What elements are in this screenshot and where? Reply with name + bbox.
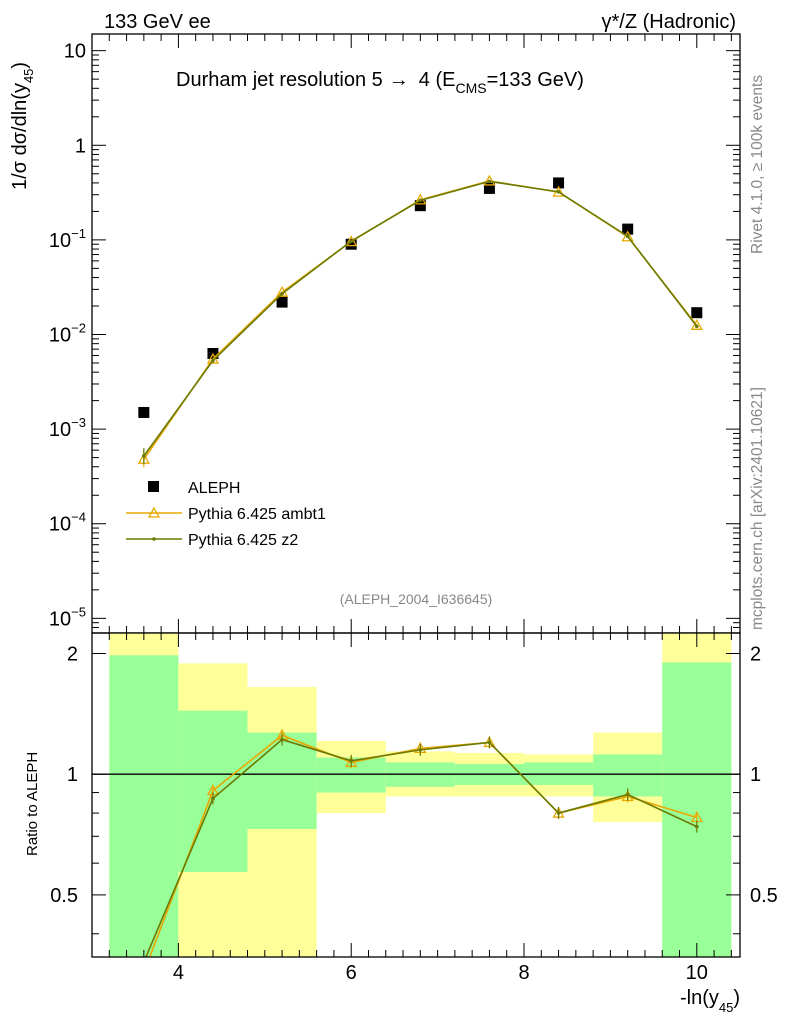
ratio-tick-label-left: 0.5	[50, 885, 78, 907]
ratio-panel: 4 6 8 10 0.5 0.5 1 1 2 2	[50, 632, 778, 984]
y-tick-label: 10−3	[49, 415, 86, 441]
ratio-point-1-7	[625, 792, 630, 797]
ratio-y-axis-label: Ratio to ALEPH	[24, 752, 41, 856]
ratio-tick-label-right: 2	[750, 644, 761, 666]
mc-point-2-4	[418, 198, 423, 203]
y-tick-label: 1	[75, 135, 86, 157]
data-point-4	[414, 200, 426, 212]
y-tick-base: 10	[49, 230, 71, 252]
ratio-point-1-4	[418, 748, 423, 752]
header-process-label: γ*/Z (Hadronic)	[602, 11, 736, 33]
mc-point-2-5	[487, 179, 492, 184]
main-curves	[137, 174, 703, 468]
data-point-6	[553, 177, 565, 189]
y-tick-label: 10−5	[49, 604, 86, 630]
rivet-version-label: Rivet 4.1.0, ≥ 100k events	[749, 75, 766, 254]
ratio-point-1-5	[487, 740, 492, 745]
data-point-5	[483, 182, 495, 194]
legend-label: Pythia 6.425 ambt1	[188, 506, 326, 523]
ratio-point-1-1	[211, 796, 215, 801]
mc-point-2-3	[349, 239, 354, 243]
ratio-point-1-8	[695, 824, 699, 829]
x-label-main: -ln(y	[680, 987, 719, 1009]
analysis-id: (ALEPH_2004_I636645)	[340, 591, 493, 607]
main-y-label-sub: 45	[21, 69, 36, 83]
mc-point-2-7	[625, 234, 630, 239]
y-tick-label: 10−2	[49, 321, 86, 347]
y-tick-base: 10	[49, 608, 71, 630]
x-label-sub: 45	[719, 1000, 733, 1015]
legend-marker-1	[147, 506, 161, 518]
y-tick-base: 10	[49, 325, 71, 347]
chart-title-sub: CMS	[455, 80, 486, 96]
x-label-end: )	[733, 987, 740, 1009]
mc-point-2-2	[280, 291, 284, 296]
ratio-point-1-6	[556, 811, 561, 815]
y-tick-base: 10	[49, 514, 71, 536]
y-tick-exponent: −1	[71, 226, 86, 241]
ratio-y-axis: 0.5 0.5 1 1 2 2	[50, 644, 778, 935]
legend-label: ALEPH	[188, 480, 240, 497]
main-y-label-end: )	[9, 62, 31, 69]
data-point-7	[622, 223, 634, 235]
mc-point-1-3	[345, 235, 358, 247]
uncertainty-bands	[109, 633, 732, 957]
chart-title-arrow: →	[389, 69, 409, 91]
mc-line-1	[143, 180, 698, 460]
ratio-tick-label-right: 1	[750, 764, 761, 786]
x-tick-label: 6	[346, 962, 357, 984]
x-tick-label: 8	[518, 962, 529, 984]
data-point-0	[138, 406, 150, 418]
green-band-0	[109, 655, 179, 957]
ratio-point-1-3	[349, 759, 354, 763]
ratio-point-1-2	[280, 737, 284, 742]
mc-point-1-8	[690, 318, 703, 330]
main-y-axis-label: 1/σ dσ/dln(y45)	[9, 62, 36, 190]
y-tick-exponent: −4	[71, 510, 86, 525]
mc-point-1-7	[621, 230, 634, 242]
mc-line-2	[143, 180, 698, 457]
data-point-2	[276, 296, 288, 308]
header-energy-label: 133 GeV ee	[104, 11, 211, 33]
ratio-tick-label-left: 2	[67, 644, 78, 666]
x-tick-label: 4	[173, 962, 184, 984]
data-point-8	[691, 307, 703, 319]
ratio-tick-label-right: 0.5	[750, 885, 778, 907]
ratio-tick-label-left: 1	[67, 764, 78, 786]
main-y-label-main: 1/σ dσ/dln(y	[9, 83, 31, 190]
legend: ALEPH Pythia 6.425 ambt1 Pythia 6.425 z2	[126, 480, 326, 549]
legend-label: Pythia 6.425 z2	[188, 532, 298, 549]
y-tick-label: 10−1	[49, 226, 86, 252]
mc-point-1-5	[483, 174, 496, 186]
x-axis-label: -ln(y45)	[680, 987, 740, 1015]
legend-marker-2	[152, 537, 156, 541]
mc-point-2-6	[556, 190, 561, 194]
y-tick-exponent: −2	[71, 321, 86, 336]
green-band-2	[247, 732, 317, 830]
y-tick-exponent: −5	[71, 604, 86, 619]
chart-title-rest: 4 (E	[419, 69, 456, 91]
mc-point-2-0	[142, 454, 146, 458]
y-tick-label: 10	[64, 41, 86, 63]
ratio-curves	[145, 729, 703, 957]
data-point-3	[345, 238, 357, 250]
ratio-frame	[91, 632, 741, 958]
mcplots-label: mcplots.cern.ch [arXiv:2401.10621]	[749, 387, 766, 630]
mc-point-2-1	[211, 358, 215, 363]
mc-point-2-8	[695, 324, 699, 329]
chart-title: Durham jet resolution 5 → 4 (ECMS=133 GeV)	[176, 69, 584, 96]
y-tick-exponent: −3	[71, 415, 86, 430]
chart-title-main: Durham jet resolution 5	[176, 69, 383, 91]
y-tick-label: 10−4	[49, 510, 86, 536]
chart-title-end: =133 GeV)	[487, 69, 584, 91]
x-axis: 4 6 8 10	[108, 633, 732, 984]
y-tick-base: 10	[49, 419, 71, 441]
legend-marker-data	[148, 481, 159, 492]
x-tick-label: 10	[686, 962, 708, 984]
